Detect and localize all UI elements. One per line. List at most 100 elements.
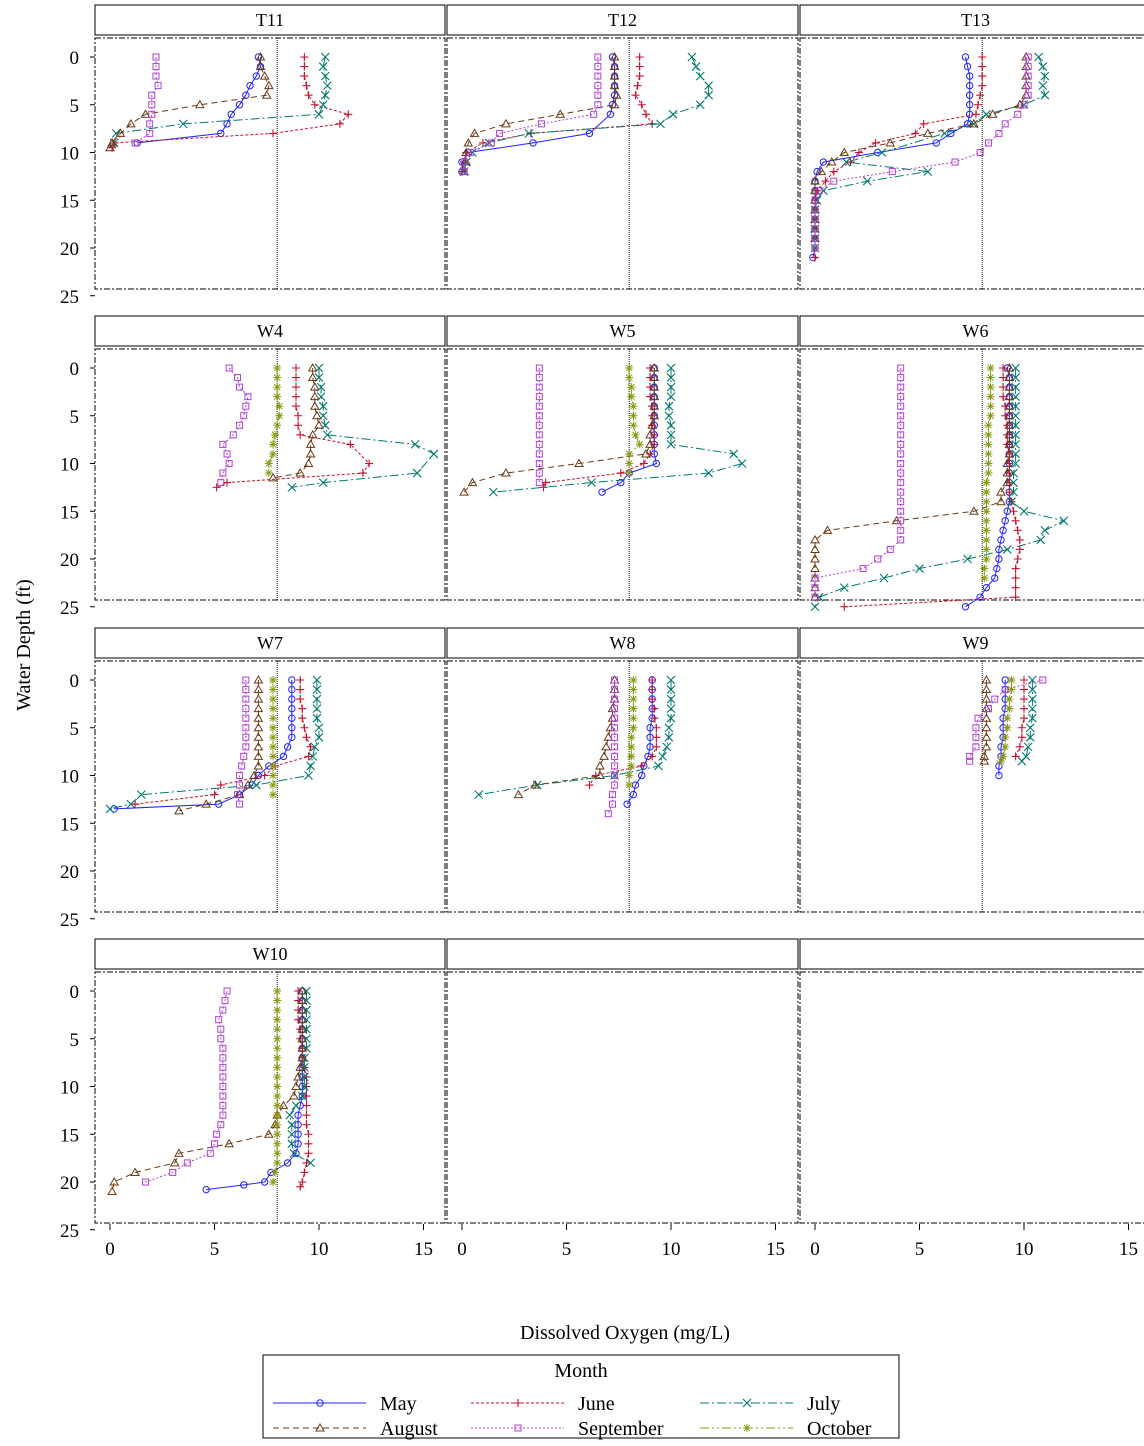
data-point	[225, 364, 233, 372]
data-point	[1013, 526, 1022, 535]
data-point	[206, 1149, 214, 1157]
legend-marker	[514, 1424, 522, 1432]
data-point	[136, 790, 146, 799]
data-point	[1020, 101, 1028, 109]
data-point	[309, 391, 320, 401]
data-point	[304, 1149, 313, 1158]
data-point	[288, 676, 296, 684]
data-point	[243, 780, 253, 789]
data-point	[1005, 488, 1014, 497]
data-point	[594, 72, 602, 80]
data-point	[275, 411, 284, 420]
series-september	[217, 364, 252, 487]
data-point	[984, 469, 993, 478]
data-point	[219, 1044, 227, 1052]
data-point	[105, 142, 115, 152]
data-point	[1014, 99, 1025, 109]
data-point	[810, 553, 820, 563]
legend-entry-october: October	[700, 1418, 872, 1440]
data-point	[1009, 507, 1018, 516]
data-point	[1020, 695, 1028, 704]
data-point	[535, 450, 543, 458]
panel-frame	[446, 660, 799, 913]
data-point	[996, 496, 1006, 506]
data-point	[999, 526, 1007, 535]
data-point	[273, 1111, 282, 1120]
data-point	[291, 1101, 301, 1110]
panel-frame	[799, 660, 1144, 913]
data-point	[729, 449, 739, 459]
data-point	[273, 1044, 282, 1053]
data-point	[306, 761, 316, 771]
data-point	[273, 392, 282, 401]
data-point	[650, 704, 659, 713]
data-point	[294, 421, 303, 430]
data-point	[635, 440, 644, 449]
data-point	[305, 448, 316, 458]
data-point	[535, 440, 543, 448]
data-point	[595, 770, 605, 779]
legend-entry-june: June	[471, 1393, 615, 1415]
data-point	[291, 1081, 301, 1090]
series-june	[212, 364, 374, 492]
y-tick-label: 5	[70, 719, 80, 740]
data-point	[1034, 52, 1044, 62]
data-point	[242, 686, 250, 694]
data-point	[629, 411, 638, 420]
data-point	[496, 129, 504, 137]
data-point	[649, 391, 660, 401]
data-point	[312, 694, 322, 704]
data-point	[609, 71, 620, 80]
data-point	[652, 733, 661, 742]
series-line	[1021, 680, 1033, 762]
y-tick-label: 25	[60, 1221, 79, 1242]
data-point	[839, 583, 849, 593]
data-point	[1017, 756, 1027, 766]
data-point	[976, 91, 985, 100]
data-point	[320, 52, 330, 62]
data-point	[146, 120, 154, 128]
data-point	[664, 411, 674, 421]
x-tick-label: 15	[1119, 1239, 1138, 1260]
data-point	[649, 362, 660, 372]
y-tick-label: 20	[60, 1173, 79, 1194]
data-point	[126, 799, 136, 809]
data-point	[984, 449, 993, 458]
data-point	[297, 1005, 308, 1014]
data-point	[289, 1091, 299, 1100]
data-point	[309, 382, 320, 391]
data-point	[555, 109, 566, 118]
data-point	[201, 799, 212, 808]
data-point	[309, 401, 320, 410]
data-point	[986, 383, 995, 392]
data-point	[302, 733, 311, 742]
series-line	[814, 57, 983, 258]
data-point	[318, 62, 328, 71]
data-point	[666, 694, 676, 704]
data-point	[1036, 535, 1046, 545]
data-point	[1024, 53, 1032, 61]
data-point	[131, 139, 139, 147]
data-point	[585, 129, 594, 138]
series-july	[1017, 675, 1037, 766]
legend-marker	[743, 1424, 751, 1432]
data-point	[648, 685, 657, 694]
data-point	[649, 410, 660, 420]
data-point	[269, 761, 278, 770]
data-point	[922, 128, 933, 137]
panel-frame	[94, 971, 446, 1224]
series-may	[110, 676, 296, 813]
data-point	[625, 459, 634, 468]
data-point	[152, 53, 160, 61]
data-point	[269, 790, 278, 799]
data-point	[815, 187, 823, 195]
data-point	[307, 372, 318, 382]
data-point	[312, 685, 322, 694]
series-line	[220, 367, 249, 483]
data-point	[633, 81, 642, 90]
data-point	[611, 733, 619, 741]
data-point	[1004, 362, 1015, 372]
data-point	[292, 1149, 300, 1158]
panel-title: W10	[253, 944, 288, 964]
data-point	[1017, 723, 1026, 732]
